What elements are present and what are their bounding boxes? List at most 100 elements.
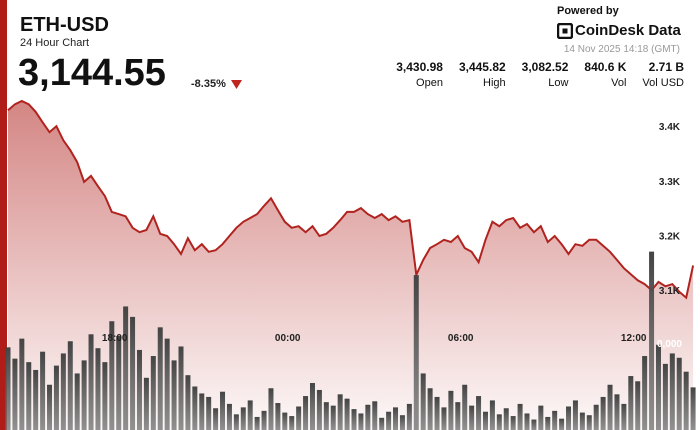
- x-tick-label: 18:00: [102, 333, 128, 344]
- volume-bar: [102, 362, 108, 430]
- volume-bar: [427, 388, 433, 430]
- volume-bar: [372, 401, 378, 430]
- volume-bar: [206, 396, 212, 430]
- volume-bar: [510, 416, 516, 430]
- stat-value: 3,430.98: [396, 60, 443, 74]
- volume-bar: [448, 390, 454, 430]
- volume-bar: [552, 410, 558, 430]
- volume-bar: [220, 391, 226, 430]
- volume-bar: [365, 404, 371, 430]
- volume-bar: [621, 403, 627, 430]
- volume-bar: [524, 413, 530, 430]
- volume-bar: [157, 327, 163, 430]
- accent-bar: [0, 0, 7, 430]
- volume-bar: [40, 351, 46, 430]
- stat-label: Vol USD: [642, 77, 684, 89]
- volume-bar: [136, 349, 142, 430]
- volume-bar: [434, 396, 440, 430]
- volume-bar: [123, 306, 129, 430]
- volume-bar: [233, 414, 239, 430]
- stat-label: Open: [416, 77, 443, 89]
- volume-bar: [489, 400, 495, 430]
- volume-bar: [268, 388, 274, 430]
- volume-bar: [247, 400, 253, 430]
- volume-bar: [676, 357, 682, 430]
- volume-bar: [116, 336, 122, 430]
- x-tick-label: 06:00: [448, 333, 474, 344]
- stat-label: Low: [548, 77, 569, 89]
- volume-bar: [642, 356, 648, 430]
- volume-bar: [109, 321, 115, 430]
- volume-bar: [455, 402, 461, 430]
- volume-bar: [261, 410, 267, 430]
- stat-value: 3,082.52: [521, 60, 569, 74]
- price: 3,144.55: [18, 52, 166, 94]
- volume-bar: [593, 404, 599, 430]
- volume-bar: [192, 386, 198, 430]
- stat: 3,082.52 Low: [522, 60, 569, 89]
- volume-bar: [185, 375, 191, 430]
- volume-bar: [351, 409, 357, 430]
- volume-bar: [289, 416, 295, 430]
- volume-bar: [649, 251, 655, 430]
- stat-value: 3,445.82: [458, 60, 506, 74]
- volume-bar: [413, 275, 419, 430]
- stat: 3,445.82 High: [459, 60, 506, 89]
- volume-bar: [469, 405, 475, 430]
- volume-bar: [572, 400, 578, 430]
- volume-bar: [213, 408, 219, 430]
- y-tick-label: 3.3K: [659, 177, 681, 188]
- stats: 3,430.98 Open 3,445.82 High 3,082.52 Low 840.6…: [396, 60, 684, 89]
- volume-bar: [482, 411, 488, 430]
- subtitle: 24 Hour Chart: [20, 37, 90, 49]
- volume-bar: [379, 417, 385, 430]
- volume-bar: [296, 406, 302, 430]
- volume-bar: [559, 418, 565, 430]
- volume-bar: [143, 377, 149, 430]
- volume-bar: [683, 371, 689, 430]
- volume-bar: [309, 383, 315, 430]
- brand-logo: [557, 23, 573, 39]
- y-tick-label: 3.2K: [659, 231, 681, 242]
- change: -8.35%: [191, 78, 226, 90]
- volume-bar: [441, 407, 447, 430]
- volume-bar: [19, 338, 25, 430]
- stat-value: 2.71 B: [648, 60, 684, 74]
- volume-bar: [399, 415, 405, 430]
- y2-tick-label: 0,000: [657, 339, 682, 350]
- volume-bar: [199, 393, 205, 430]
- volume-bar: [275, 403, 281, 430]
- volume-bar: [614, 394, 620, 430]
- volume-bar: [386, 411, 392, 430]
- volume-bar: [33, 369, 39, 430]
- volume-bar: [164, 338, 170, 430]
- volume-bar: [586, 415, 592, 430]
- volume-bar: [669, 353, 675, 430]
- volume-bar: [330, 405, 336, 430]
- volume-bar: [476, 396, 482, 430]
- volume-bar: [406, 403, 412, 430]
- powered-by: Powered by: [557, 5, 619, 17]
- volume-bar: [282, 412, 288, 430]
- volume-bar: [226, 403, 232, 430]
- volume-bar: [240, 407, 246, 430]
- y-tick-label: 3.1K: [659, 286, 681, 297]
- volume-bar: [503, 408, 509, 430]
- stat: 840.6 K Vol: [584, 60, 626, 89]
- x-tick-label: 00:00: [275, 333, 301, 344]
- volume-bar: [88, 334, 94, 430]
- volume-bar: [579, 412, 585, 430]
- volume-bar: [545, 416, 551, 430]
- volume-bar: [420, 373, 426, 430]
- x-tick-label: 12:00: [621, 333, 647, 344]
- volume-bar: [358, 413, 364, 430]
- volume-bar: [316, 389, 322, 430]
- volume-bar: [690, 387, 696, 430]
- volume-bar: [337, 394, 343, 430]
- volume-bar: [662, 363, 668, 430]
- volume-bar: [171, 360, 177, 430]
- stat-label: High: [483, 77, 506, 89]
- volume-bar: [607, 384, 613, 430]
